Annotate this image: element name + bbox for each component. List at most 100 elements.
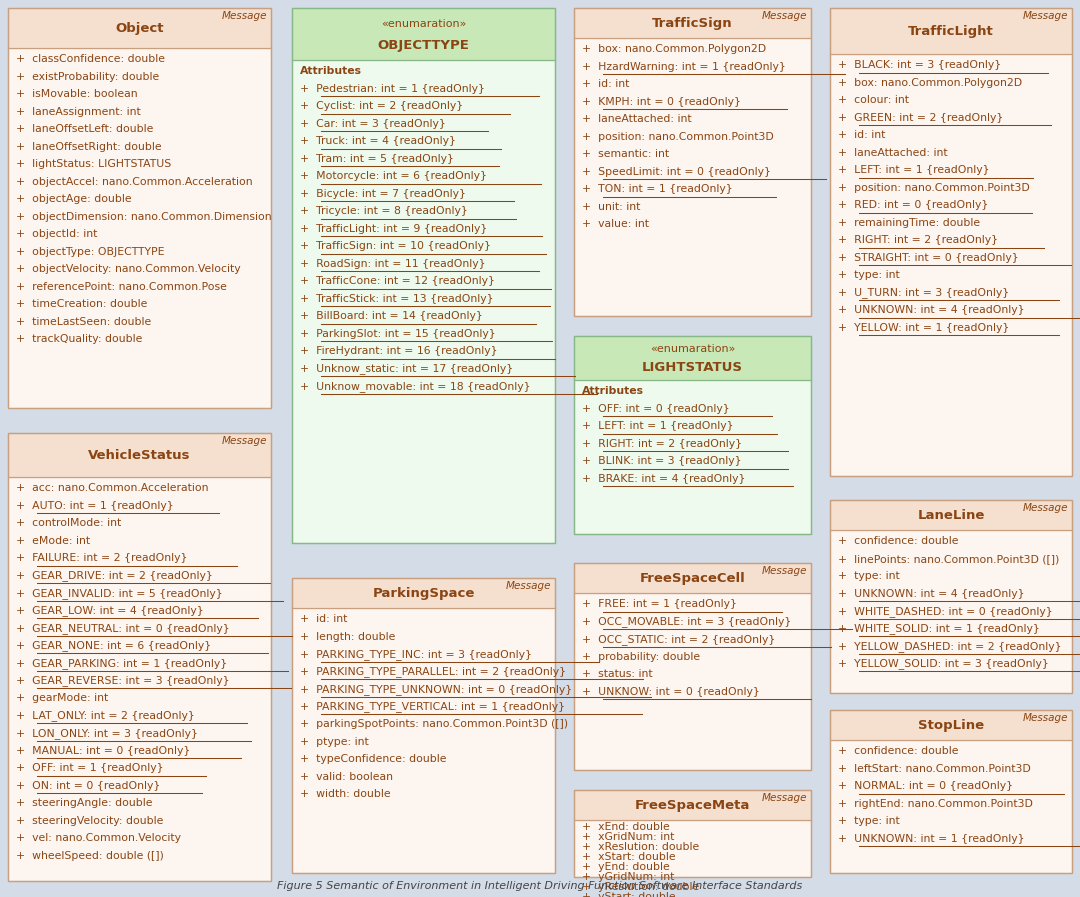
Text: Message: Message — [221, 436, 267, 446]
Text: +  UNKNOW: int = 0 {readOnly}: + UNKNOW: int = 0 {readOnly} — [582, 687, 759, 697]
Text: +  PARKING_TYPE_VERTICAL: int = 1 {readOnly}: + PARKING_TYPE_VERTICAL: int = 1 {readOn… — [300, 701, 565, 712]
Text: +  remainingTime: double: + remainingTime: double — [838, 218, 981, 228]
Text: +  confidence: double: + confidence: double — [838, 536, 959, 546]
Text: +  vel: nano.Common.Velocity: + vel: nano.Common.Velocity — [16, 833, 181, 843]
Text: +  YELLOW: int = 1 {readOnly}: + YELLOW: int = 1 {readOnly} — [838, 323, 1009, 333]
Text: +  Motorcycle: int = 6 {readOnly}: + Motorcycle: int = 6 {readOnly} — [300, 171, 487, 181]
Text: +  probability: double: + probability: double — [582, 652, 700, 662]
Text: +  TrafficLight: int = 9 {readOnly}: + TrafficLight: int = 9 {readOnly} — [300, 224, 487, 234]
Text: +  xReslution: double: + xReslution: double — [582, 841, 699, 851]
Text: +  YELLOW_SOLID: int = 3 {readOnly}: + YELLOW_SOLID: int = 3 {readOnly} — [838, 658, 1049, 669]
Text: +  BillBoard: int = 14 {readOnly}: + BillBoard: int = 14 {readOnly} — [300, 311, 483, 321]
Bar — [831, 54, 1072, 476]
Text: +  status: int: + status: int — [582, 669, 652, 679]
Bar — [292, 8, 555, 60]
Text: +  rightEnd: nano.Common.Point3D: + rightEnd: nano.Common.Point3D — [838, 799, 1032, 809]
Text: +  timeLastSeen: double: + timeLastSeen: double — [16, 317, 151, 327]
Text: +  UNKNOWN: int = 4 {readOnly}: + UNKNOWN: int = 4 {readOnly} — [838, 305, 1025, 316]
Text: +  Tricycle: int = 8 {readOnly}: + Tricycle: int = 8 {readOnly} — [300, 206, 468, 216]
Text: +  UNKNOWN: int = 4 {readOnly}: + UNKNOWN: int = 4 {readOnly} — [838, 588, 1025, 599]
Text: +  objectVelocity: nano.Common.Velocity: + objectVelocity: nano.Common.Velocity — [16, 265, 241, 274]
Text: +  RIGHT: int = 2 {readOnly}: + RIGHT: int = 2 {readOnly} — [582, 439, 742, 448]
Text: +  type: int: + type: int — [838, 270, 900, 281]
Text: +  GEAR_REVERSE: int = 3 {readOnly}: + GEAR_REVERSE: int = 3 {readOnly} — [16, 675, 229, 686]
Text: +  MANUAL: int = 0 {readOnly}: + MANUAL: int = 0 {readOnly} — [16, 746, 190, 756]
Text: Message: Message — [761, 793, 807, 803]
Text: ParkingSpace: ParkingSpace — [373, 587, 475, 599]
Text: +  ON: int = 0 {readOnly}: + ON: int = 0 {readOnly} — [16, 781, 160, 791]
Text: +  id: int: + id: int — [300, 614, 348, 624]
Text: Message: Message — [1023, 503, 1068, 513]
Text: +  classConfidence: double: + classConfidence: double — [16, 55, 165, 65]
Text: LIGHTSTATUS: LIGHTSTATUS — [642, 361, 743, 374]
Text: +  FireHydrant: int = 16 {readOnly}: + FireHydrant: int = 16 {readOnly} — [300, 346, 498, 356]
Bar — [292, 8, 555, 543]
Text: +  lightStatus: LIGHTSTATUS: + lightStatus: LIGHTSTATUS — [16, 160, 172, 170]
Text: +  xEnd: double: + xEnd: double — [582, 822, 670, 832]
Text: +  type: int: + type: int — [838, 571, 900, 581]
Text: +  colour: int: + colour: int — [838, 95, 909, 105]
Text: +  wheelSpeed: double ([]): + wheelSpeed: double ([]) — [16, 851, 164, 861]
Text: Object: Object — [116, 22, 164, 34]
Text: +  RoadSign: int = 11 {readOnly}: + RoadSign: int = 11 {readOnly} — [300, 259, 486, 269]
Bar — [831, 530, 1072, 693]
Text: +  KMPH: int = 0 {readOnly}: + KMPH: int = 0 {readOnly} — [582, 97, 741, 107]
Text: +  unit: int: + unit: int — [582, 202, 640, 212]
Text: +  OFF: int = 0 {readOnly}: + OFF: int = 0 {readOnly} — [582, 404, 730, 414]
Text: +  STRAIGHT: int = 0 {readOnly}: + STRAIGHT: int = 0 {readOnly} — [838, 253, 1018, 263]
Bar — [8, 8, 271, 408]
Text: +  GEAR_NONE: int = 6 {readOnly}: + GEAR_NONE: int = 6 {readOnly} — [16, 640, 211, 651]
Text: +  confidence: double: + confidence: double — [838, 746, 959, 756]
Text: +  RED: int = 0 {readOnly}: + RED: int = 0 {readOnly} — [838, 200, 988, 211]
Text: Attributes: Attributes — [582, 387, 644, 396]
Bar — [831, 710, 1072, 873]
Text: +  acc: nano.Common.Acceleration: + acc: nano.Common.Acceleration — [16, 483, 208, 493]
Text: +  GREEN: int = 2 {readOnly}: + GREEN: int = 2 {readOnly} — [838, 113, 1003, 123]
Bar — [292, 60, 555, 543]
Text: +  TrafficCone: int = 12 {readOnly}: + TrafficCone: int = 12 {readOnly} — [300, 276, 495, 286]
Text: Message: Message — [1023, 11, 1068, 21]
Text: +  referencePoint: nano.Common.Pose: + referencePoint: nano.Common.Pose — [16, 282, 227, 292]
Text: +  typeConfidence: double: + typeConfidence: double — [300, 754, 446, 764]
Text: TrafficLight: TrafficLight — [908, 24, 994, 38]
Bar — [831, 740, 1072, 873]
Text: FreeSpaceCell: FreeSpaceCell — [639, 571, 745, 585]
Text: Figure 5 Semantic of Environment in Intelligent Driving Function Software Interf: Figure 5 Semantic of Environment in Inte… — [278, 881, 802, 891]
Text: +  laneOffsetRight: double: + laneOffsetRight: double — [16, 142, 162, 152]
Bar — [573, 8, 811, 38]
Text: +  length: double: + length: double — [300, 631, 395, 642]
Text: +  GEAR_NEUTRAL: int = 0 {readOnly}: + GEAR_NEUTRAL: int = 0 {readOnly} — [16, 623, 230, 634]
Text: +  OCC_STATIC: int = 2 {readOnly}: + OCC_STATIC: int = 2 {readOnly} — [582, 634, 775, 645]
Bar — [573, 336, 811, 380]
Text: +  position: nano.Common.Point3D: + position: nano.Common.Point3D — [838, 183, 1029, 193]
Text: +  AUTO: int = 1 {readOnly}: + AUTO: int = 1 {readOnly} — [16, 501, 174, 511]
Bar — [573, 790, 811, 820]
Text: +  objectId: int: + objectId: int — [16, 230, 97, 239]
Bar — [831, 710, 1072, 740]
Text: +  box: nano.Common.Polygon2D: + box: nano.Common.Polygon2D — [838, 78, 1022, 88]
Text: +  steeringAngle: double: + steeringAngle: double — [16, 798, 152, 808]
Text: FreeSpaceMeta: FreeSpaceMeta — [635, 798, 751, 812]
Text: +  PARKING_TYPE_INC: int = 3 {readOnly}: + PARKING_TYPE_INC: int = 3 {readOnly} — [300, 649, 531, 660]
Text: +  xGridNum: int: + xGridNum: int — [582, 832, 674, 841]
Text: +  Unknow_movable: int = 18 {readOnly}: + Unknow_movable: int = 18 {readOnly} — [300, 381, 530, 392]
Bar — [573, 563, 811, 593]
Text: +  objectAge: double: + objectAge: double — [16, 195, 132, 205]
Bar — [573, 820, 811, 877]
Bar — [8, 48, 271, 408]
Text: +  width: double: + width: double — [300, 789, 391, 799]
Text: +  position: nano.Common.Point3D: + position: nano.Common.Point3D — [582, 132, 773, 142]
Text: Message: Message — [761, 566, 807, 576]
Text: LaneLine: LaneLine — [917, 509, 985, 521]
Text: +  id: int: + id: int — [582, 79, 630, 90]
Text: +  laneAttached: int: + laneAttached: int — [838, 148, 947, 158]
Text: +  objectType: OBJECTTYPE: + objectType: OBJECTTYPE — [16, 247, 164, 257]
Bar — [573, 38, 811, 316]
Text: +  yEnd: double: + yEnd: double — [582, 861, 670, 872]
Text: +  YELLOW_DASHED: int = 2 {readOnly}: + YELLOW_DASHED: int = 2 {readOnly} — [838, 641, 1062, 652]
Bar — [573, 790, 811, 877]
Text: +  PARKING_TYPE_UNKNOWN: int = 0 {readOnly}: + PARKING_TYPE_UNKNOWN: int = 0 {readOnl… — [300, 684, 572, 695]
Text: TrafficSign: TrafficSign — [652, 16, 733, 30]
Text: +  type: int: + type: int — [838, 816, 900, 826]
Bar — [573, 593, 811, 770]
